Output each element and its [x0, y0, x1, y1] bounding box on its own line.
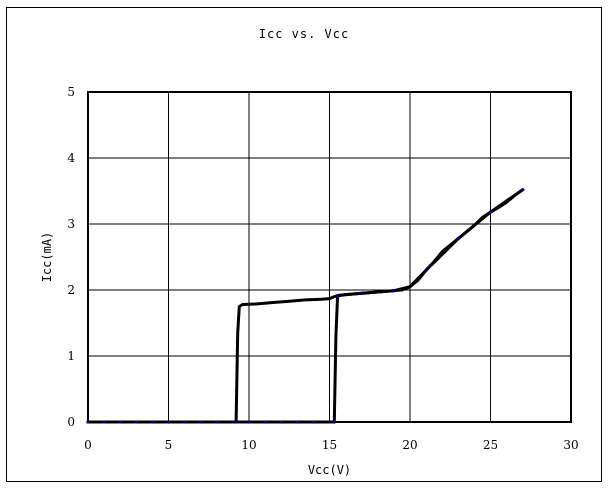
data-point — [166, 420, 171, 424]
y-axis-label: Icc(mA) — [40, 232, 54, 283]
data-point — [118, 420, 122, 424]
x-axis-label: Vcc(V) — [308, 463, 351, 477]
x-tick-label: 0 — [84, 438, 92, 452]
x-tick-label: 10 — [241, 438, 256, 452]
x-tick-label: 5 — [165, 438, 173, 452]
data-point — [335, 294, 340, 298]
data-point — [456, 236, 460, 241]
x-tick-labels: 0 5 10 15 20 25 30 — [84, 438, 578, 452]
data-point — [521, 188, 525, 192]
y-tick-label: 5 — [67, 85, 75, 99]
series-line-1 — [86, 188, 525, 424]
data-point — [311, 420, 315, 424]
y-tick-label: 4 — [67, 151, 75, 165]
data-point — [134, 420, 138, 424]
data-point — [424, 268, 428, 272]
x-tick-label: 15 — [322, 438, 337, 452]
data-point — [360, 291, 364, 295]
data-point — [247, 420, 251, 424]
data-point — [183, 420, 187, 424]
data-point — [215, 420, 219, 424]
y-tick-label: 0 — [67, 415, 75, 429]
x-tick-label: 25 — [483, 438, 498, 452]
marker-group — [86, 188, 525, 424]
grid-lines — [87, 91, 572, 423]
data-point — [199, 420, 203, 424]
chart-title: Icc vs. Vcc — [258, 27, 350, 41]
y-tick-label: 3 — [67, 217, 75, 231]
series-group — [86, 188, 525, 424]
data-point — [102, 420, 106, 424]
y-tick-labels: 0 1 2 3 4 5 — [67, 85, 75, 429]
data-point — [263, 420, 267, 424]
data-point — [150, 420, 154, 424]
x-tick-label: 20 — [402, 438, 417, 452]
data-point — [488, 210, 493, 214]
data-point — [295, 420, 299, 424]
data-point — [234, 420, 238, 424]
data-point — [332, 420, 336, 424]
y-tick-label: 2 — [67, 283, 75, 297]
x-tick-label: 30 — [563, 438, 578, 452]
y-tick-label: 1 — [67, 349, 75, 363]
data-point — [86, 420, 90, 424]
data-point — [392, 289, 396, 293]
data-point — [279, 420, 283, 424]
series-line-2 — [86, 188, 525, 424]
chart-frame — [6, 7, 602, 482]
